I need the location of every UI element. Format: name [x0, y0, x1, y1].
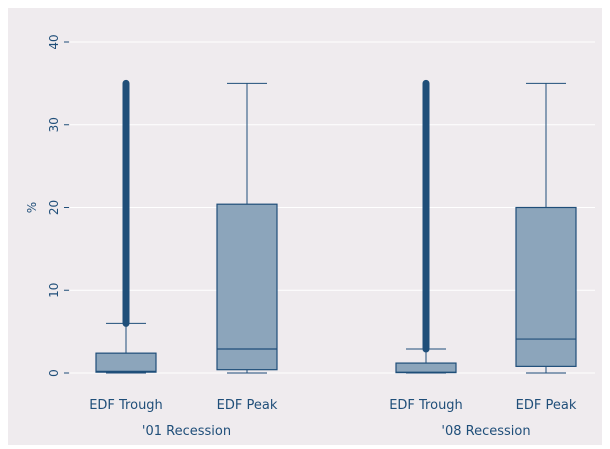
plot-region — [8, 8, 602, 445]
category-label-g1-b0: EDF Trough — [389, 398, 463, 413]
y-tick-label-40: 40 — [47, 34, 61, 49]
y-tick-label-0: 0 — [47, 369, 61, 377]
box-g0-b1 — [216, 203, 278, 371]
category-labels: EDF Trough EDF Peak '01 Recession EDF Troug… — [89, 398, 577, 439]
boxes — [95, 79, 577, 374]
group-label-1: '08 Recession — [441, 424, 530, 439]
category-label-g0-b0: EDF Trough — [89, 398, 163, 413]
category-label-g0-b1: EDF Peak — [217, 398, 278, 413]
y-tick-label-10: 10 — [47, 283, 61, 298]
y-tick-label-30: 30 — [47, 117, 61, 132]
y-axis: 0 10 20 30 40 — [47, 34, 69, 377]
gridlines — [70, 41, 595, 374]
y-tick-label-20: 20 — [47, 200, 61, 215]
box-g1-b1 — [515, 206, 577, 367]
box-g1-b0 — [395, 362, 457, 374]
y-axis-label: % — [25, 202, 39, 213]
box-g0-b0 — [95, 352, 157, 373]
category-label-g1-b1: EDF Peak — [516, 398, 577, 413]
group-label-0: '01 Recession — [142, 424, 231, 439]
